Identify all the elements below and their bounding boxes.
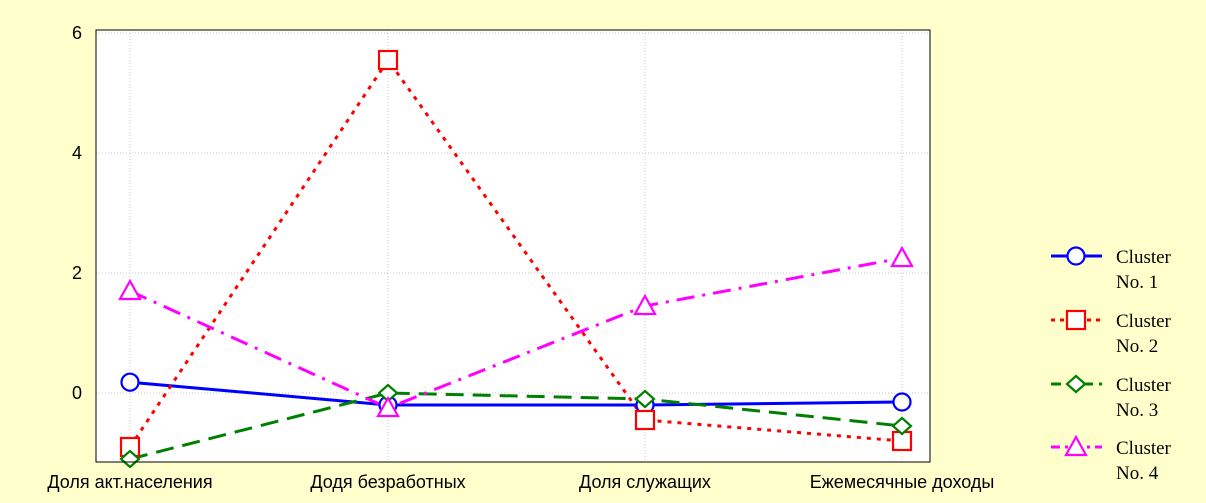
x-category-label: Доля служащих	[579, 472, 711, 492]
series-3-point	[634, 389, 656, 409]
legend-sublabel-4: No. 4	[1116, 463, 1159, 484]
legend: Cluster No. 1 Cluster No. 2 Cluster No. 3 Clus…	[1051, 246, 1172, 484]
series-4-point	[376, 395, 400, 418]
legend-marker-4	[1064, 434, 1088, 457]
series-1-point	[892, 392, 912, 412]
x-category-label: Ежемесячные доходы	[810, 472, 995, 492]
plot-frame	[95, 29, 931, 463]
x-axis-category-labels: Доля акт.населения Додя безработных Доля с…	[47, 472, 994, 492]
series-2-point	[377, 49, 399, 71]
series-4-point	[633, 293, 657, 316]
legend-marker-2	[1065, 309, 1087, 331]
legend-label-1: Cluster	[1116, 247, 1172, 268]
y-axis-tick-labels: 0 2 4 6	[72, 23, 82, 403]
legend-marker-3	[1065, 374, 1087, 394]
series-1-point	[120, 372, 140, 392]
series-4-point	[890, 245, 914, 268]
series-line-2	[128, 58, 903, 448]
series-4-point	[118, 278, 142, 301]
series-3-point	[891, 416, 913, 436]
x-category-label: Додя безработных	[310, 472, 465, 492]
series-line-4	[129, 256, 903, 410]
legend-marker-1	[1066, 246, 1086, 266]
legend-sublabel-2: No. 2	[1116, 336, 1158, 357]
series-2-point	[634, 409, 656, 431]
series-3-point	[119, 449, 141, 469]
legend-sublabel-3: No. 3	[1116, 400, 1158, 421]
legend-sublabel-1: No. 1	[1116, 272, 1158, 293]
legend-label-2: Cluster	[1116, 311, 1172, 332]
y-tick-label: 0	[72, 383, 82, 403]
legend-label-3: Cluster	[1116, 375, 1172, 396]
series-markers	[118, 49, 914, 469]
x-category-label: Доля акт.населения	[47, 472, 212, 492]
y-tick-label: 4	[72, 143, 82, 163]
legend-label-4: Cluster	[1116, 438, 1172, 459]
series-line-3	[129, 391, 903, 461]
series-lines	[128, 58, 903, 461]
series-line-1	[129, 380, 903, 407]
y-tick-label: 6	[72, 23, 82, 43]
y-tick-label: 2	[72, 263, 82, 283]
